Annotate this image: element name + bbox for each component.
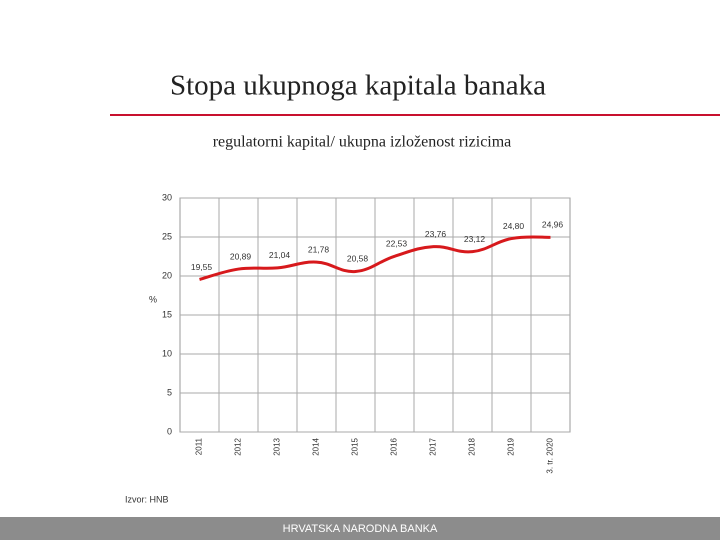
data-label: 23,76: [425, 229, 447, 239]
data-label: 21,78: [308, 244, 330, 254]
plot: 0 5 10 15 20 25 30 2011 2012 2013 2014 2015 2016 2017…: [162, 192, 571, 474]
chart-subtitle: regulatorni kapital/ ukupna izloženost r…: [213, 134, 512, 151]
data-label: 21,04: [269, 250, 291, 260]
data-label: 20,89: [230, 251, 252, 261]
x-tick-label: 2012: [234, 437, 243, 455]
data-label: 23,12: [464, 234, 486, 244]
x-tick-label: 2014: [312, 437, 321, 455]
data-line: [199, 235, 551, 281]
y-axis-label: %: [149, 294, 157, 304]
footer-bar: [0, 517, 720, 540]
y-tick-label: 30: [162, 192, 172, 202]
slide-title: Stopa ukupnoga kapitala banaka: [170, 70, 546, 102]
data-label: 22,53: [386, 239, 408, 249]
y-tick-label: 0: [167, 426, 172, 436]
source-note: Izvor: HNB: [125, 494, 169, 504]
y-tick-label: 15: [162, 309, 172, 319]
y-tick-label: 20: [162, 270, 172, 280]
x-tick-label: 2016: [390, 437, 399, 455]
y-tick-label: 10: [162, 348, 172, 358]
data-label: 24,96: [542, 220, 564, 230]
data-label: 19,55: [191, 262, 213, 272]
footer-text: HRVATSKA NARODNA BANKA: [283, 523, 438, 535]
x-tick-label: 2018: [468, 437, 477, 455]
data-label: 20,58: [347, 254, 369, 264]
x-tick-label: 2011: [195, 437, 204, 455]
x-tick-label: 2013: [273, 437, 282, 455]
x-tick-label: 2017: [429, 437, 438, 455]
y-tick-label: 25: [162, 231, 172, 241]
x-tick-label: 2019: [507, 437, 516, 455]
x-tick-label: 3. tr. 2020: [546, 437, 555, 473]
x-tick-label: 2015: [351, 437, 360, 455]
data-label: 24,80: [503, 221, 525, 231]
y-tick-label: 5: [167, 387, 172, 397]
